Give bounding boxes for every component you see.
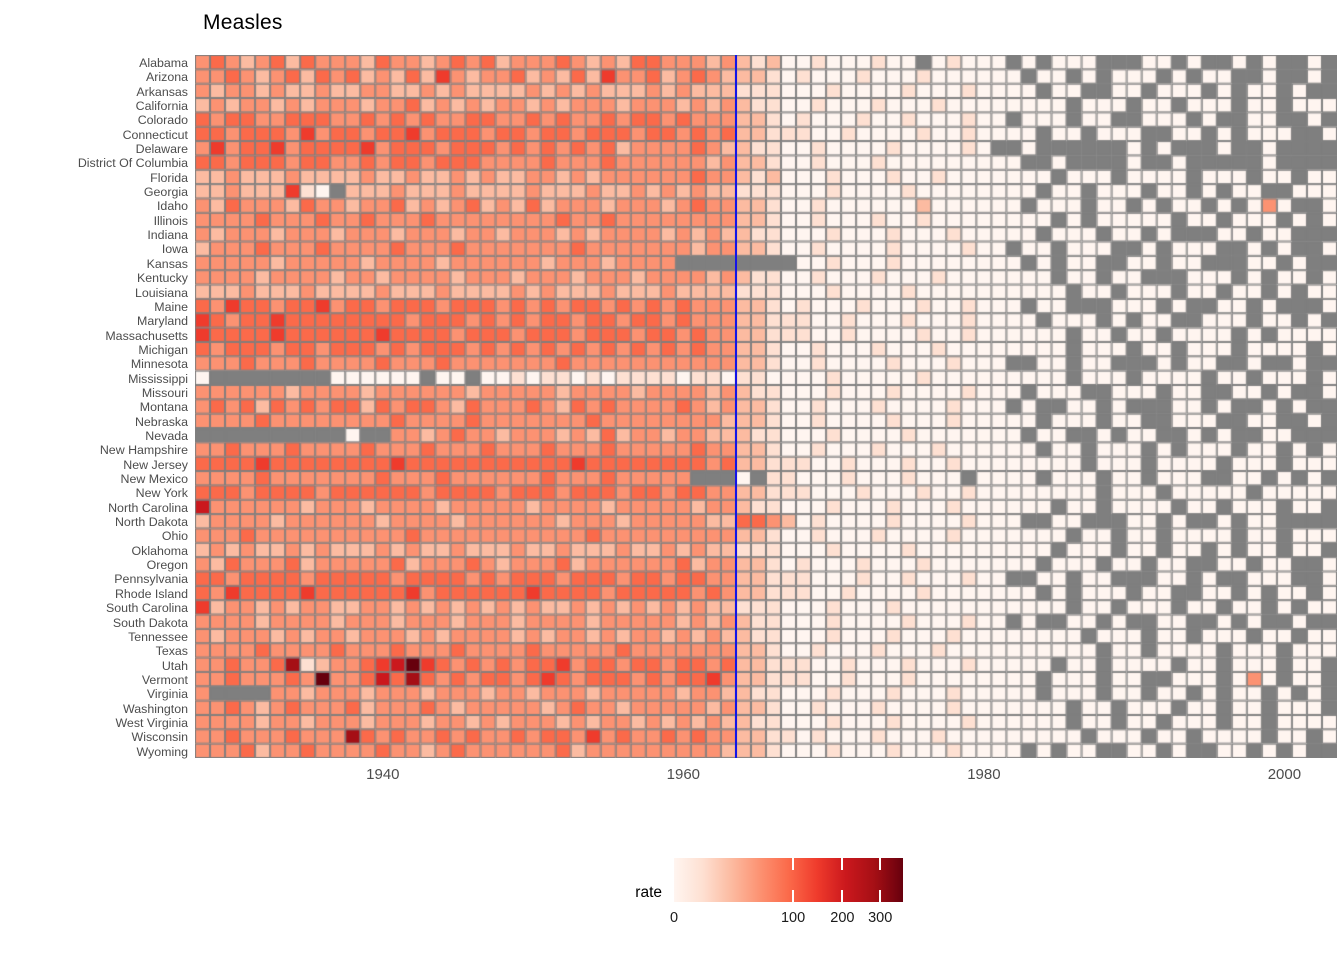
y-axis-label: Missouri bbox=[141, 385, 188, 400]
y-axis-label: New York bbox=[135, 486, 188, 501]
y-axis-label: Connecticut bbox=[122, 127, 188, 142]
y-axis-label: Arkansas bbox=[136, 84, 188, 99]
y-axis-label: New Hampshire bbox=[99, 443, 188, 458]
y-axis-label: Minnesota bbox=[130, 357, 188, 372]
y-axis-label: Maryland bbox=[137, 314, 188, 329]
y-axis-label: District Of Columbia bbox=[77, 156, 188, 171]
legend-tick-label: 0 bbox=[669, 910, 679, 926]
y-axis-label: Iowa bbox=[161, 242, 188, 257]
heatmap bbox=[195, 55, 1337, 758]
y-axis-label: Delaware bbox=[135, 142, 188, 157]
y-axis-label: North Dakota bbox=[114, 515, 188, 530]
y-axis-label: California bbox=[135, 99, 188, 113]
y-axis-label: Wyoming bbox=[136, 744, 188, 759]
y-axis-label: New Jersey bbox=[123, 457, 188, 472]
y-axis-label: Arizona bbox=[145, 70, 188, 85]
x-axis-tick-label: 1960 bbox=[666, 766, 701, 783]
y-axis-label: Rhode Island bbox=[114, 586, 188, 601]
legend-tick-label: 100 bbox=[780, 910, 806, 926]
y-axis-label: Illinois bbox=[153, 213, 188, 228]
y-axis-label: Vermont bbox=[141, 672, 188, 687]
y-axis-label: Michigan bbox=[138, 342, 188, 357]
y-axis-label: Ohio bbox=[161, 529, 188, 544]
y-axis-label: Utah bbox=[161, 658, 188, 673]
y-axis-label: Oklahoma bbox=[131, 543, 188, 558]
y-axis-label: New Mexico bbox=[120, 472, 188, 487]
y-axis-label: Mississippi bbox=[128, 371, 188, 386]
x-axis-tick-label: 1980 bbox=[967, 766, 1001, 783]
y-axis-label: Alabama bbox=[139, 55, 188, 70]
vaccine-year-line bbox=[734, 55, 737, 758]
y-axis-label: Washington bbox=[123, 701, 188, 716]
legend-tick-mark bbox=[841, 858, 844, 870]
y-axis-label: Colorado bbox=[137, 113, 188, 128]
legend-tick-mark bbox=[879, 858, 882, 870]
y-axis-label: Montana bbox=[139, 400, 188, 415]
y-axis-label: Maine bbox=[154, 299, 188, 314]
y-axis-label: Louisiana bbox=[134, 285, 188, 300]
legend-tick-mark bbox=[879, 890, 882, 902]
y-axis-label: Massachusetts bbox=[105, 328, 188, 343]
x-axis-tick-label: 1940 bbox=[366, 766, 400, 783]
y-axis-label: North Carolina bbox=[108, 500, 188, 515]
y-axis-label: Pennsylvania bbox=[114, 572, 188, 587]
y-axis-label: Texas bbox=[155, 644, 188, 659]
y-axis-label: South Carolina bbox=[106, 601, 188, 616]
legend-tick-label: 300 bbox=[868, 910, 893, 926]
legend-tick-mark bbox=[841, 890, 844, 902]
y-axis-label: Idaho bbox=[156, 199, 188, 214]
y-axis-label: Tennessee bbox=[128, 629, 188, 644]
y-axis-label: Virginia bbox=[146, 687, 188, 702]
legend-tick-mark bbox=[792, 858, 795, 870]
chart-title: Measles bbox=[203, 11, 283, 34]
y-axis-label: Wisconsin bbox=[131, 730, 188, 745]
y-axis-label: Nevada bbox=[145, 428, 188, 443]
y-axis-label: Oregon bbox=[146, 558, 188, 573]
legend-tick-mark bbox=[792, 890, 795, 902]
y-axis-label: Kansas bbox=[146, 256, 188, 271]
y-axis-label: Kentucky bbox=[137, 271, 188, 286]
legend-gradient-bar bbox=[674, 858, 903, 902]
y-axis-label: Georgia bbox=[143, 185, 188, 200]
legend-title: rate bbox=[635, 884, 662, 901]
legend-tick-label: 200 bbox=[830, 910, 855, 926]
y-axis-label: Florida bbox=[150, 170, 188, 185]
y-axis-label: South Dakota bbox=[112, 615, 188, 630]
y-axis-label: West Virginia bbox=[115, 715, 188, 730]
y-axis-label: Indiana bbox=[147, 228, 188, 243]
x-axis-tick-label: 2000 bbox=[1267, 766, 1302, 783]
y-axis-label: Nebraska bbox=[134, 414, 188, 429]
